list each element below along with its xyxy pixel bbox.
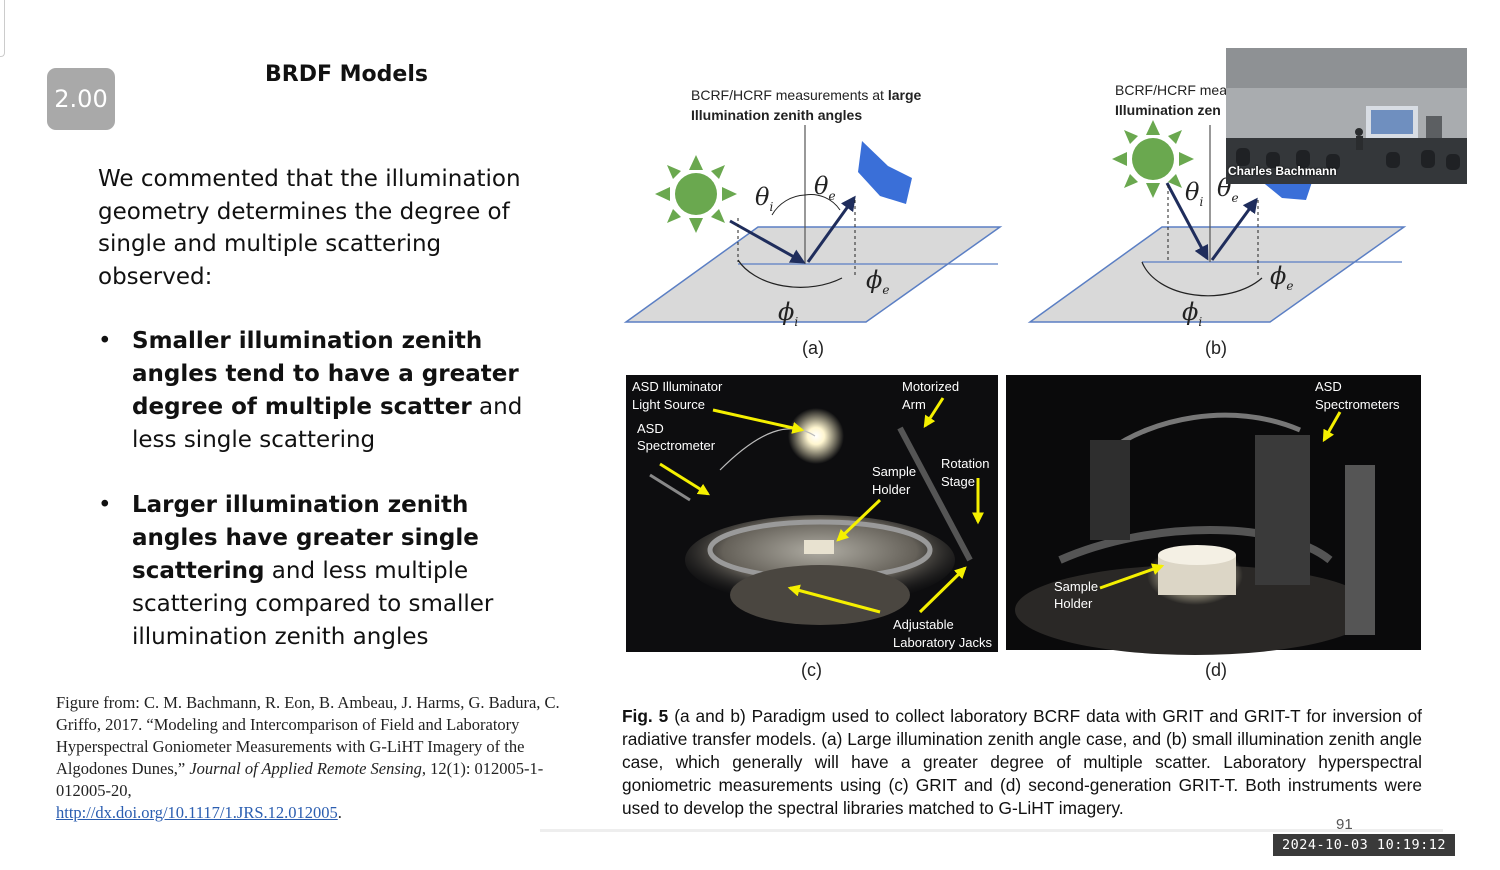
slide-title: BRDF Models	[265, 62, 428, 87]
photo-grit-t-lab: ASD Spectrometers Sample Holder (d)	[1006, 375, 1421, 680]
figure-panel: BCRF/HCRF measurements at large Illumina…	[623, 82, 1421, 680]
panel-c-label: (c)	[801, 660, 822, 680]
sensor-icon	[858, 141, 912, 204]
photo-grit-lab: ASD Illuminator Light Source Motorized A…	[626, 375, 998, 680]
label-holder: Holder	[1054, 596, 1093, 611]
phi-e-label: ϕe	[1270, 262, 1293, 293]
label-spectrometers: Spectrometers	[1315, 397, 1400, 412]
classroom-video-frame	[1226, 48, 1467, 184]
label-adjustable: Adjustable	[893, 617, 954, 632]
annotation-arrows	[1099, 411, 1342, 590]
panel-b-title-line1: BCRF/HCRF mea	[1115, 82, 1227, 98]
label-holder: Holder	[872, 482, 911, 497]
label-stage: Stage	[941, 474, 975, 489]
slide-bottom-edge	[540, 829, 1443, 832]
phi-arc	[737, 259, 843, 288]
ground-plane	[623, 226, 1003, 323]
incident-ray	[1165, 182, 1209, 261]
figure-citation: Figure from: C. M. Bachmann, R. Eon, B. …	[56, 692, 576, 824]
speaker-video-thumbnail[interactable]	[1226, 48, 1467, 184]
sun-icon	[1112, 120, 1194, 198]
theta-e-label: θe	[814, 172, 836, 203]
playback-speed-badge[interactable]: 2.00	[47, 68, 115, 130]
slide-intro-text: We commented that the illumination geome…	[98, 166, 521, 290]
figure-caption: Fig. 5 (a and b) Paradigm used to collec…	[622, 705, 1422, 820]
bullet-2-bold: Larger illumination zenith angles have g…	[132, 492, 479, 584]
exitant-ray	[806, 195, 856, 263]
ground-plane	[1027, 226, 1407, 323]
sun-icon	[655, 155, 737, 233]
label-sample: Sample	[872, 464, 916, 479]
panel-a-title-line2: Illumination zenith angles	[691, 107, 862, 123]
sensor-icon	[1260, 180, 1312, 200]
incident-ray	[729, 219, 806, 264]
phi-i-label: ϕi	[778, 298, 798, 329]
phi-e-label: ϕe	[866, 266, 889, 297]
label-laboratory-jacks: Laboratory Jacks	[893, 635, 992, 650]
label-rotation: Rotation	[941, 456, 989, 471]
bullet-1-rest: and less single scattering	[132, 394, 523, 453]
phi-i-label: ϕi	[1182, 298, 1202, 329]
bullet-1-bold: Smaller illumination zenith angles tend …	[132, 328, 519, 420]
bullet-dot-icon: •	[98, 328, 112, 354]
label-sample: Sample	[1054, 579, 1098, 594]
speaker-name-label: Charles Bachmann	[1228, 164, 1337, 178]
label-asd: ASD	[1315, 379, 1342, 394]
label-motorized: Motorized	[902, 379, 959, 394]
citation-suffix: , 12(1): 012005-1-012005-20,	[56, 759, 544, 800]
annotation-arrows	[659, 397, 984, 614]
diagram-small-zenith: BCRF/HCRF mea Illumination zen θi θe ϕe …	[1027, 82, 1407, 358]
citation-doi-link[interactable]: http://dx.doi.org/10.1117/1.JRS.12.01200…	[56, 803, 338, 822]
bullet-larger-angles: • Larger illumination zenith angles have…	[98, 489, 553, 654]
bullet-smaller-angles: • Smaller illumination zenith angles ten…	[98, 325, 553, 457]
exitant-ray	[1210, 197, 1258, 261]
label-asd-illuminator: ASD Illuminator	[632, 379, 723, 394]
label-asd: ASD	[637, 421, 664, 436]
citation-prefix: Figure from: C. M. Bachmann, R. Eon, B. …	[56, 693, 560, 778]
recording-timestamp: 2024-10-03 10:19:12	[1273, 834, 1455, 856]
label-light-source: Light Source	[632, 397, 705, 412]
citation-end: .	[337, 803, 342, 822]
label-arm: Arm	[902, 397, 926, 412]
citation-journal: Journal of Applied Remote Sensing	[189, 759, 422, 778]
theta-i-label: θi	[755, 183, 773, 214]
caption-label: Fig. 5	[622, 706, 669, 726]
bullet-2-rest: and less multiple scattering compared to…	[132, 558, 494, 650]
panel-b-label: (b)	[1205, 338, 1227, 358]
window-edge	[0, 0, 5, 57]
slide-page-number: 91	[1336, 816, 1353, 833]
caption-text: (a and b) Paradigm used to collect labor…	[622, 706, 1422, 818]
label-spectrometer: Spectrometer	[637, 438, 716, 453]
diagram-large-zenith: BCRF/HCRF measurements at large Illumina…	[623, 87, 1003, 358]
panel-b-title-line2: Illumination zen	[1115, 102, 1221, 118]
theta-i-label: θi	[1185, 178, 1203, 209]
panel-a-label: (a)	[802, 338, 824, 358]
panel-d-label: (d)	[1205, 660, 1227, 680]
bullet-dot-icon: •	[98, 492, 112, 518]
panel-a-title-line1: BCRF/HCRF measurements at large	[691, 87, 922, 103]
